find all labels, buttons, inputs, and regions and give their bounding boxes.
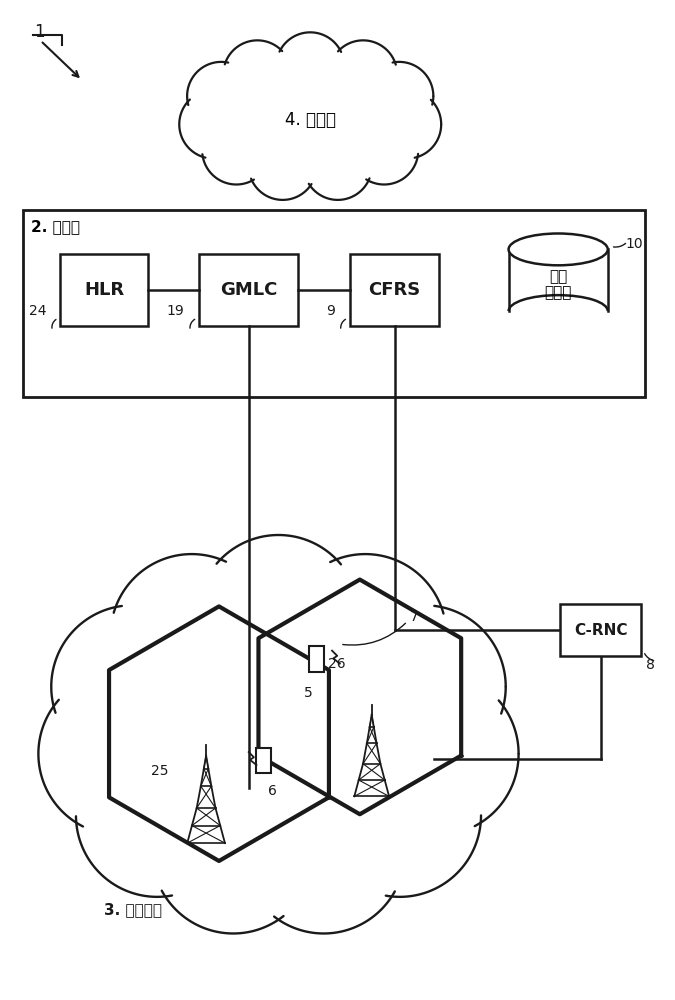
Circle shape	[152, 771, 315, 933]
Circle shape	[197, 535, 360, 698]
Circle shape	[365, 62, 433, 130]
Circle shape	[319, 734, 481, 897]
Text: 6: 6	[268, 784, 277, 798]
Polygon shape	[90, 591, 467, 882]
Text: 储存库: 储存库	[545, 286, 572, 301]
Text: HLR: HLR	[84, 281, 124, 299]
Text: 中心: 中心	[549, 269, 567, 284]
Text: 24: 24	[29, 304, 47, 318]
Bar	[508, 249, 608, 311]
Text: 2. 核心网: 2. 核心网	[30, 220, 80, 235]
Circle shape	[51, 605, 214, 768]
Circle shape	[344, 605, 506, 768]
Bar	[560, 604, 641, 656]
Circle shape	[202, 116, 271, 184]
Text: 9: 9	[326, 304, 335, 318]
Circle shape	[276, 32, 344, 101]
Circle shape	[187, 62, 255, 130]
Text: CFRS: CFRS	[369, 281, 421, 299]
Bar	[256, 748, 271, 773]
Text: 4. 因特网: 4. 因特网	[285, 111, 335, 129]
Ellipse shape	[508, 233, 608, 265]
Circle shape	[180, 90, 248, 159]
Bar	[23, 210, 645, 397]
Circle shape	[329, 40, 398, 109]
Bar	[308, 646, 323, 672]
Text: 8: 8	[647, 658, 655, 672]
Text: 25: 25	[151, 764, 168, 778]
Text: 26: 26	[328, 657, 346, 671]
Text: C-RNC: C-RNC	[574, 623, 628, 638]
Circle shape	[248, 131, 317, 200]
Circle shape	[373, 90, 441, 159]
Circle shape	[111, 554, 273, 717]
Polygon shape	[259, 580, 461, 814]
Text: 19: 19	[167, 304, 184, 318]
Bar	[199, 254, 298, 326]
Circle shape	[350, 116, 418, 184]
Text: 7: 7	[410, 610, 418, 624]
Bar	[350, 254, 439, 326]
Polygon shape	[109, 606, 329, 861]
Circle shape	[284, 554, 446, 717]
Text: 10: 10	[626, 237, 643, 251]
Circle shape	[38, 672, 201, 835]
Text: GMLC: GMLC	[220, 281, 277, 299]
Text: 5: 5	[304, 686, 313, 700]
Circle shape	[304, 131, 372, 200]
Circle shape	[356, 672, 518, 835]
Text: 3. 移动网络: 3. 移动网络	[104, 902, 162, 917]
Circle shape	[242, 771, 405, 933]
Bar	[60, 254, 148, 326]
Circle shape	[223, 40, 292, 109]
Circle shape	[76, 734, 238, 897]
Text: 1: 1	[34, 23, 45, 41]
Polygon shape	[195, 56, 425, 178]
